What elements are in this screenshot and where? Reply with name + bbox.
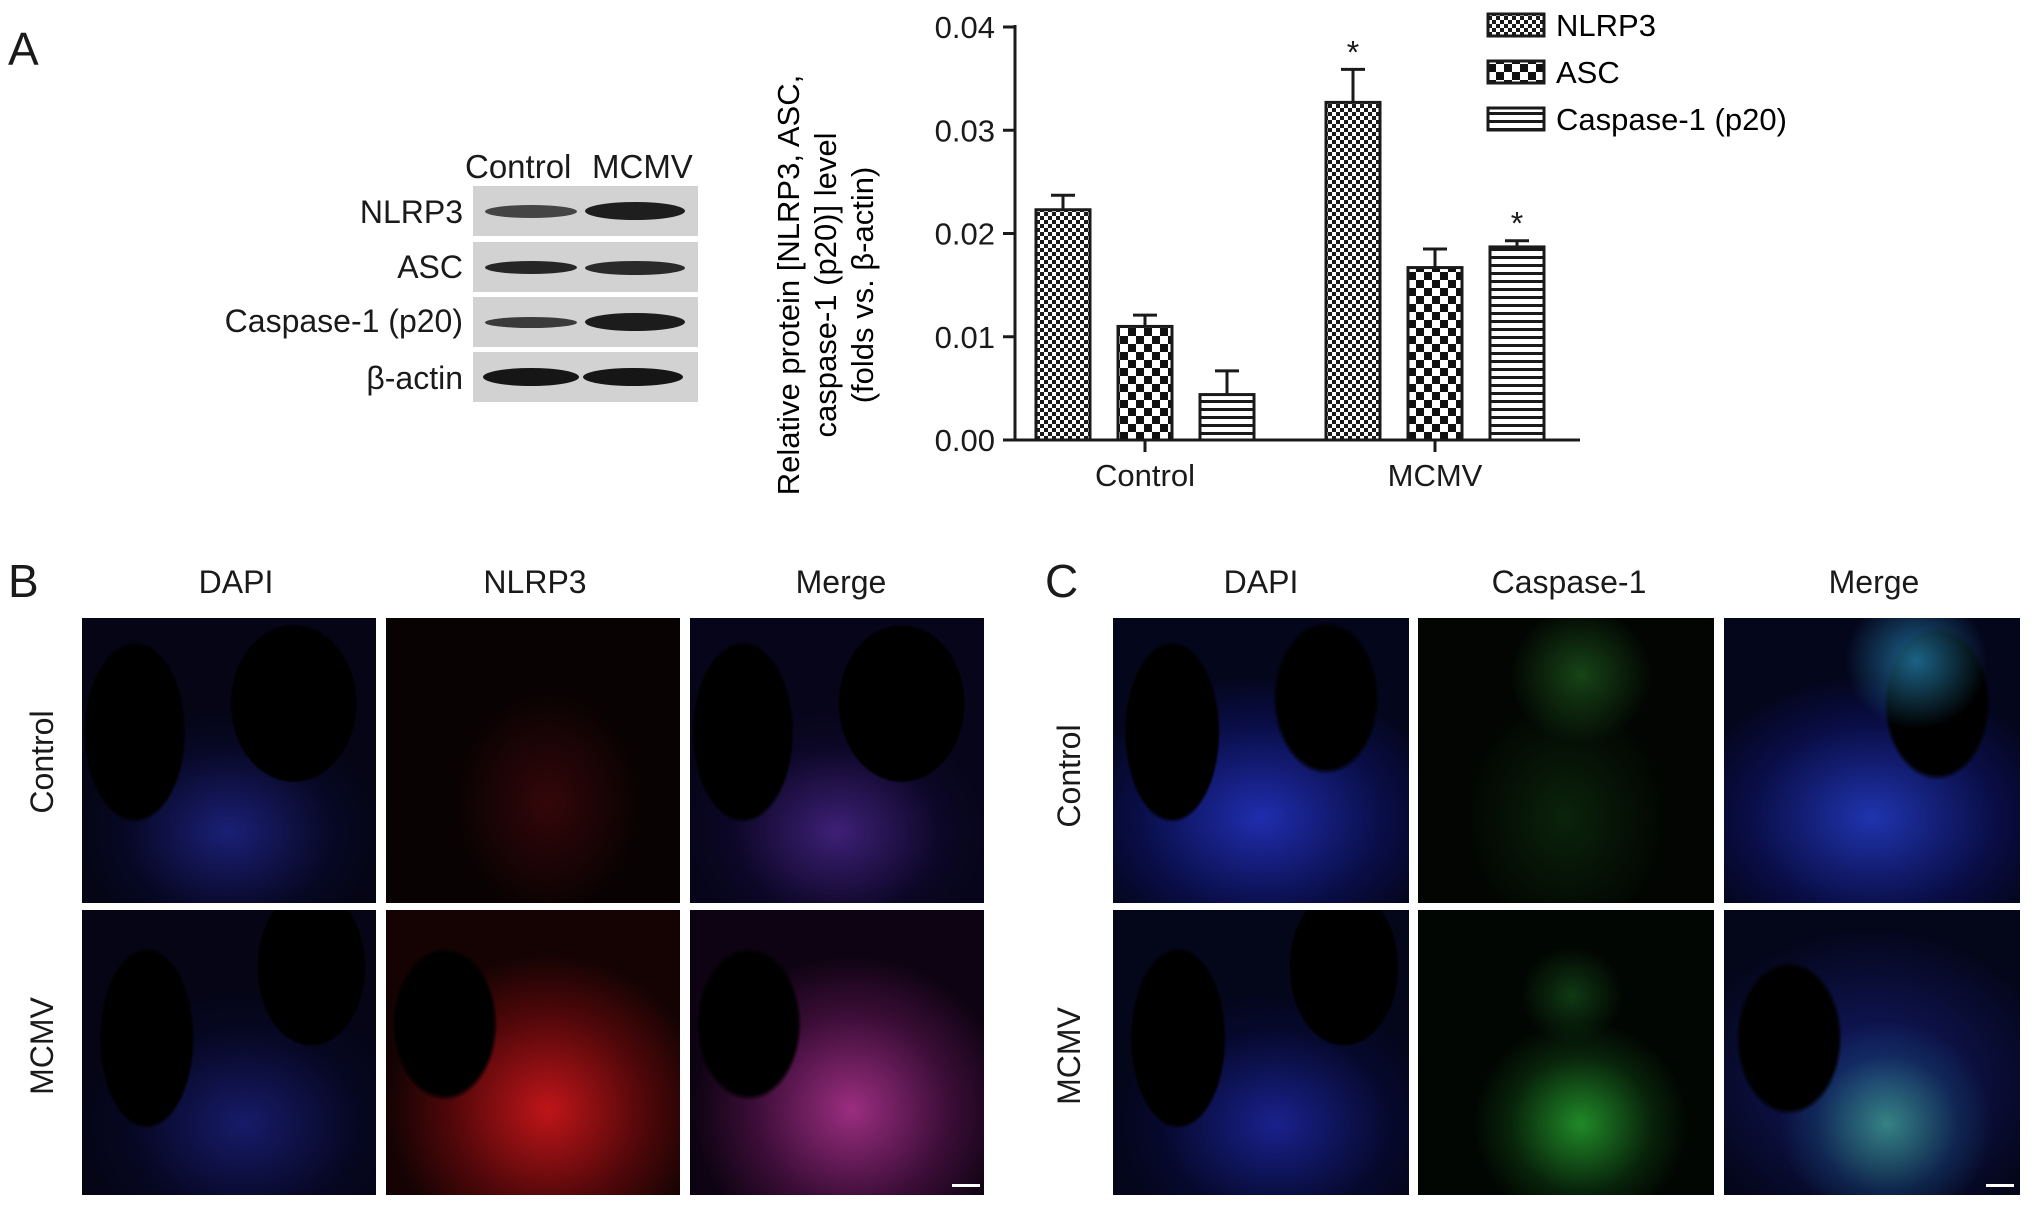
legend-label-caspase1: Caspase-1 (p20) [1556,102,1787,137]
legend-label-nlrp3: NLRP3 [1556,8,1656,43]
blot-strip-caspase1 [473,297,698,347]
x-tick-label: Control [1095,458,1195,493]
x-tick-label: MCMV [1388,458,1483,493]
significance-marker: * [1347,34,1359,70]
bar [1488,245,1546,442]
bar [1406,266,1464,442]
y-tick-label: 0.04 [935,10,995,45]
y-axis-label-line-1: Relative protein [NLRP3, ASC, [771,75,806,495]
band [585,202,685,220]
panel-b-col-nlrp3: NLRP3 [483,564,587,600]
blot-row-label-caspase1: Caspase-1 (p20) [224,303,463,339]
band [485,205,577,218]
bar [1198,393,1256,442]
panel-c-col-merge: Merge [1828,564,1920,600]
panel-b-row-control: Control [24,710,60,814]
y-tick-label: 0.02 [935,217,995,252]
micrograph-c-control-merge [1724,618,2020,903]
lane-label-control: Control [465,148,572,185]
lane-label-mcmv: MCMV [592,148,693,185]
legend-label-asc: ASC [1556,55,1620,90]
micrograph-b-mcmv-merge [690,910,984,1195]
legend-swatch-nlrp3 [1486,12,1546,38]
micrograph-b-mcmv-nlrp3 [386,910,680,1195]
y-tick-label: 0.00 [935,423,995,458]
blot-strip-nlrp3 [473,186,698,236]
micrograph-c-mcmv-merge [1724,910,2020,1195]
panel-b-col-dapi: DAPI [198,564,274,600]
panel-c-letter: C [1045,555,1079,607]
band [585,261,685,275]
panel-b-row-mcmv: MCMV [24,997,60,1095]
blot-strip-beta-actin [473,352,698,402]
blot-row-label-beta-actin: β-actin [366,360,463,396]
bar [1034,208,1092,442]
blot-row-label-nlrp3: NLRP3 [359,194,463,230]
micrograph-b-control-dapi [82,618,376,903]
bar-chart: Relative protein [NLRP3, ASC, caspase-1 … [771,8,1787,495]
micrograph-c-control-dapi [1113,618,1409,903]
micrograph-c-mcmv-caspase1 [1418,910,1714,1195]
micrograph-b-control-nlrp3 [386,618,680,903]
legend-swatch-caspase1 [1486,106,1546,132]
band [485,261,577,274]
bar [1324,100,1382,442]
micrograph-c-control-caspase1 [1418,618,1714,903]
blot-row-label-asc: ASC [397,249,463,285]
y-axis-label-line-3: (folds vs. β-actin) [845,167,880,404]
bar [1116,324,1174,442]
y-tick-label: 0.01 [935,320,995,355]
panel-b-letter: B [8,555,39,607]
scale-bar [1986,1184,2014,1187]
panel-c-row-mcmv: MCMV [1051,1007,1087,1105]
legend: NLRP3 ASC Caspase-1 (p20) [1486,8,1787,137]
panel-a-letter: A [8,23,39,75]
band [485,317,577,328]
significance-marker: * [1511,206,1523,242]
band [583,368,683,386]
micrograph-b-mcmv-dapi [82,910,376,1195]
blot-strip-asc [473,242,698,292]
panel-c-col-caspase1: Caspase-1 [1491,564,1647,600]
panel-c-row-control: Control [1051,724,1087,828]
y-tick-label: 0.03 [935,113,995,148]
legend-swatch-asc [1486,59,1546,85]
panel-b-col-merge: Merge [795,564,887,600]
scale-bar [952,1184,980,1187]
band [483,368,579,386]
y-axis-label-line-2: caspase-1 (p20)] level [808,133,843,438]
band [585,313,685,331]
panel-c-col-dapi: DAPI [1223,564,1299,600]
micrograph-b-control-merge [690,618,984,903]
micrograph-c-mcmv-dapi [1113,910,1409,1195]
